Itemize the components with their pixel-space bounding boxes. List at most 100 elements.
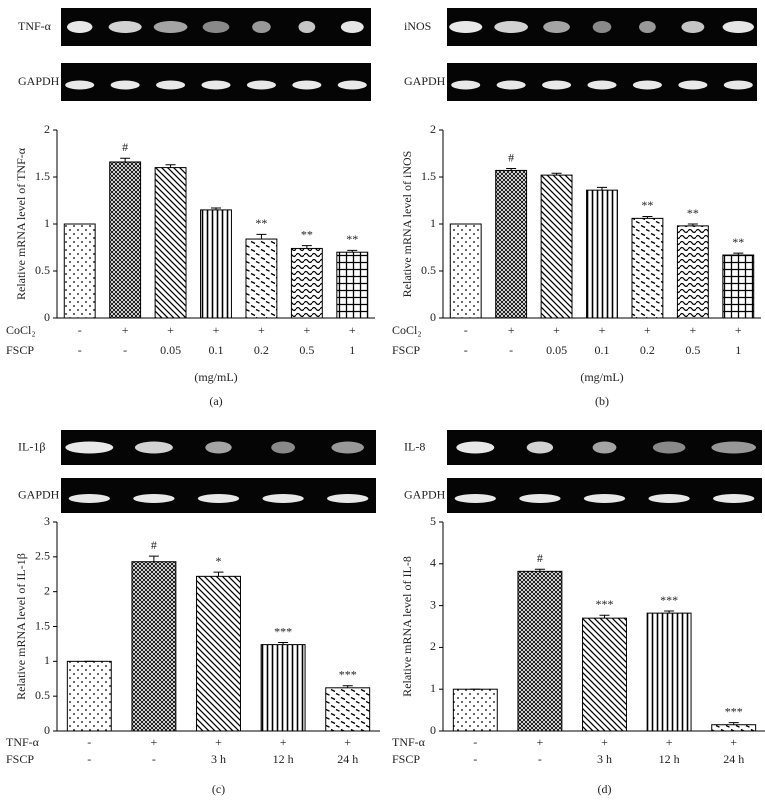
- gel-band: [153, 21, 188, 33]
- y-tick-label: 0: [430, 723, 436, 737]
- significance-label: *: [216, 554, 222, 568]
- y-axis-label: Relative mRNA level of IL-1β: [14, 553, 28, 700]
- gel-band: [587, 80, 617, 90]
- gel-band: [722, 21, 754, 33]
- treatment-label: 0.1: [209, 343, 224, 357]
- gel-band: [65, 80, 95, 90]
- y-tick-label: 0: [430, 310, 436, 324]
- error-bar: [642, 215, 653, 219]
- gel-band: [292, 80, 322, 90]
- panel-label: (b): [595, 394, 609, 408]
- error-bar: [165, 164, 176, 168]
- bar: [452, 688, 498, 732]
- treatment-label: +: [644, 323, 651, 337]
- gel-band: [723, 80, 753, 90]
- bar: [260, 644, 306, 732]
- treatment-label: +: [735, 323, 742, 337]
- treatment-label: 12 h: [273, 752, 294, 766]
- treatment-label: -: [473, 752, 477, 766]
- significance-label: **: [255, 216, 267, 230]
- treatment-name: CoCl₂: [392, 323, 422, 337]
- y-tick-label: 0: [44, 723, 50, 737]
- error-bar: [551, 172, 562, 176]
- treatment-label: -: [78, 343, 82, 357]
- treatment-label: +: [122, 323, 129, 337]
- gel-band: [65, 441, 114, 454]
- error-bar: [597, 186, 607, 191]
- treatment-label: -: [87, 735, 91, 749]
- error-bar: [506, 168, 517, 171]
- treatment-label: 24 h: [723, 752, 744, 766]
- treatment-label: 0.1: [595, 343, 610, 357]
- treatment-name: FSCP: [392, 752, 420, 766]
- y-tick-label: 2: [44, 583, 50, 597]
- treatment-label: +: [215, 735, 222, 749]
- gel-band: [156, 80, 186, 90]
- gel-label: GAPDH: [404, 487, 446, 501]
- error-bar: [120, 157, 131, 162]
- gel-band: [543, 21, 570, 33]
- treatment-name: FSCP: [392, 343, 420, 357]
- panel-label: (d): [598, 782, 612, 796]
- significance-label: **: [732, 235, 744, 249]
- bar: [131, 561, 177, 732]
- gel-label: iNOS: [404, 19, 431, 33]
- treatment-label: 1: [735, 343, 741, 357]
- treatment-label: -: [87, 752, 91, 766]
- treatment-name: TNF-α: [392, 735, 426, 749]
- y-tick-label: 1.5: [35, 618, 50, 632]
- treatment-label: +: [151, 735, 158, 749]
- y-tick-label: 1: [430, 681, 436, 695]
- bar: [290, 247, 323, 319]
- gel-band: [519, 494, 561, 503]
- treatment-name: FSCP: [6, 343, 34, 357]
- error-bar: [534, 568, 545, 572]
- bar: [196, 575, 241, 732]
- y-tick-label: 2: [44, 122, 50, 136]
- error-bar: [599, 614, 610, 619]
- bar: [449, 223, 482, 319]
- error-bar: [728, 722, 739, 725]
- y-tick-label: 1: [44, 653, 50, 667]
- bar: [676, 225, 709, 319]
- y-axis-label: Relative mRNA level of iNOS: [400, 151, 414, 298]
- significance-label: **: [687, 206, 699, 220]
- gel-band: [542, 80, 572, 90]
- gel-band: [246, 80, 276, 90]
- y-tick-label: 0: [44, 310, 50, 324]
- bar: [495, 169, 528, 319]
- significance-label: **: [641, 198, 653, 212]
- y-tick-label: 5: [430, 514, 436, 528]
- gel-band: [681, 21, 705, 33]
- error-bar: [687, 223, 698, 226]
- treatment-name: FSCP: [6, 752, 34, 766]
- gel-band: [632, 80, 662, 90]
- gel-band: [494, 21, 528, 33]
- y-tick-label: 2.5: [35, 549, 50, 563]
- gel-band: [456, 441, 495, 454]
- gel-band: [652, 441, 686, 454]
- bar: [109, 161, 142, 319]
- treatment-label: +: [553, 323, 560, 337]
- gel-band: [68, 494, 110, 503]
- treatment-label: 3 h: [211, 752, 226, 766]
- gel-band: [197, 494, 240, 503]
- y-tick-label: 4: [430, 556, 436, 570]
- bar: [245, 238, 278, 319]
- error-bar: [278, 642, 289, 645]
- gel-band: [252, 21, 271, 33]
- significance-label: #: [122, 140, 128, 154]
- treatment-label: 3 h: [597, 752, 612, 766]
- treatment-label: +: [213, 323, 220, 337]
- gel-band: [201, 80, 231, 90]
- treatment-label: +: [344, 735, 351, 749]
- y-tick-label: 0.5: [421, 263, 436, 277]
- gel-band: [337, 80, 367, 90]
- error-bar: [213, 571, 224, 577]
- bar: [325, 687, 371, 732]
- y-tick-label: 2: [430, 639, 436, 653]
- gel-band: [648, 494, 690, 503]
- y-tick-label: 1: [430, 216, 436, 230]
- treatment-label: +: [601, 735, 608, 749]
- gel-band: [583, 494, 626, 503]
